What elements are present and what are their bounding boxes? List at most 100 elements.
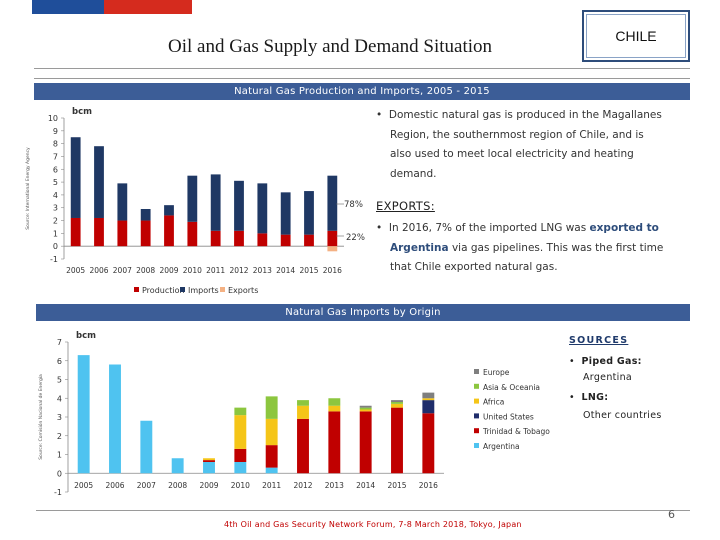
bar-europe [391,400,403,402]
bar-production [257,233,268,247]
section1-banner: Natural Gas Production and Imports, 2005… [34,83,690,100]
bar-production [70,217,81,247]
y-tick-label: 1 [53,229,58,238]
x-tick-label: 2010 [183,266,202,275]
bullet1-line-3: also used to meet local electricity and … [390,148,634,160]
country-label: CHILE [586,14,686,58]
bar-imports [210,174,221,231]
x-tick-label: 2008 [168,481,187,490]
exports-line-1: • In 2016, 7% of the imported LNG was ex… [376,222,659,234]
country-label-box: CHILE [582,10,690,62]
exports-heading: EXPORTS: [376,199,435,213]
source-lng-value: Other countries [583,410,662,421]
divider-second [34,78,690,79]
section2-banner: Natural Gas Imports by Origin [36,304,690,321]
sources-heading: SOURCES [569,335,629,346]
y-tick-label: 7 [57,338,62,347]
x-tick-label: 2005 [74,481,93,490]
bar-africa [203,458,215,461]
bullet1-line-2: Region, the southernmost region of Chile… [390,128,644,141]
y-tick-label: -1 [54,488,62,497]
y-tick-label: 3 [53,204,58,213]
legend-label-europe: Europe [483,368,510,377]
x-tick-label: 2013 [253,266,272,275]
y-tick-label: 1 [57,451,62,460]
source-pipe: • Piped Gas: [569,356,642,367]
exports-line-2: Argentina via gas pipelines. This was th… [390,241,664,254]
source-lng: • LNG: [569,392,609,403]
bullet1-line-4: demand. [390,167,437,180]
bullet-dot: • [569,356,582,367]
bar-asia-oceania [297,400,309,406]
bar-argentina [109,364,121,474]
y-tick-label: 0 [57,469,62,478]
legend-label-argentina: Argentina [483,442,520,451]
flag-red-stripe [104,0,192,14]
bar-trinidad-tobago [203,460,215,462]
bar-asia-oceania [391,402,403,404]
x-tick-label: 2014 [356,481,375,490]
x-tick-label: 2009 [159,266,178,275]
bar-imports [117,183,128,221]
y-tick-label: 4 [57,394,62,403]
bar-argentina [203,462,215,474]
side-source-label: Source: International Energy Agency [25,147,31,230]
x-tick-label: 2006 [105,481,124,490]
bar-imports [304,191,314,235]
y-axis-unit-label: bcm [72,107,92,117]
legend-label-africa: Africa [483,398,504,407]
x-tick-label: 2009 [199,481,218,490]
bar-production [210,230,221,247]
bar-trinidad-tobago [297,418,309,474]
flag-blue-stripe [32,0,104,14]
divider-top [34,68,690,69]
bar-africa [234,415,247,449]
y-tick-label: 6 [57,357,62,366]
bullet-dot: • [569,392,582,403]
x-tick-label: 2011 [262,481,281,490]
bar-production [140,220,151,247]
source-pipe-value: Argentina [583,372,633,383]
legend-swatch-production [134,287,139,292]
page-title: Oil and Gas Supply and Demand Situation [168,36,493,57]
bar-imports [70,137,81,218]
bar-argentina [171,458,184,474]
bar-africa [359,409,372,412]
page-number: 6 [668,508,675,521]
legend-label-exports: Exports [228,286,258,295]
y-tick-label: 9 [53,127,58,136]
bar-asia-oceania [359,407,372,410]
side-source-label: Source: Comisión Nacional de Energía [37,374,44,460]
y-tick-label: 4 [53,191,58,200]
y-tick-label: 5 [53,178,58,187]
bar-trinidad-tobago [234,448,247,462]
y-tick-label: 8 [53,140,58,149]
legend-label-asia-oceania: Asia & Oceania [483,383,540,392]
x-tick-label: 2007 [113,266,132,275]
x-tick-label: 2015 [299,266,318,275]
sources-list: • Piped Gas: Argentina • LNG: Other coun… [569,354,662,424]
bar-exports [327,246,338,252]
bar-production [94,217,104,247]
x-tick-label: 2016 [323,266,342,275]
bar-imports [164,205,174,216]
bar-imports [140,209,151,221]
y-tick-label: -1 [50,255,58,264]
bullet1-line-1: • Domestic natural gas is produced in th… [376,109,662,121]
x-tick-label: 2007 [137,481,156,490]
x-tick-label: 2005 [66,266,85,275]
bar-united-states [422,400,435,414]
bullet-dot: • [376,222,389,234]
bar-production [280,234,291,247]
legend-swatch-africa [474,398,479,404]
y-axis-unit-label: bcm [76,331,96,341]
x-tick-label: 2008 [136,266,155,275]
bar-trinidad-tobago [265,445,278,468]
bar-imports [187,175,198,222]
legend-swatch-argentina [474,443,479,448]
legend-swatch-europe [474,369,479,374]
bar-argentina [140,420,153,474]
x-tick-label: 2006 [89,266,108,275]
bar-production [164,215,174,247]
